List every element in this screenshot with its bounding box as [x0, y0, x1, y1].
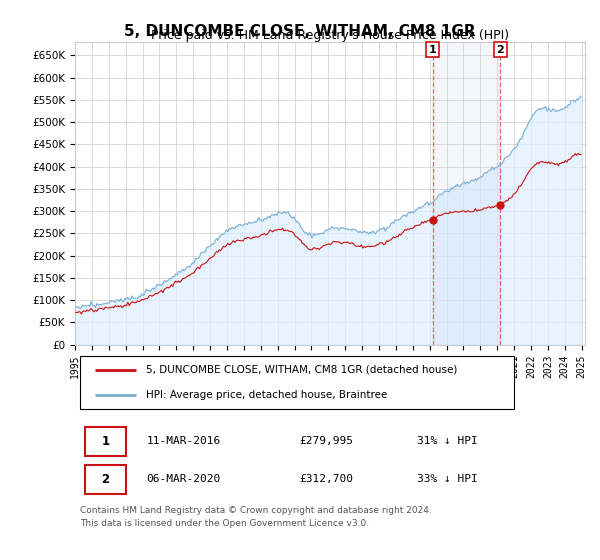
Text: HPI: Average price, detached house, Braintree: HPI: Average price, detached house, Brai…: [146, 390, 388, 400]
Text: 2: 2: [496, 45, 504, 54]
FancyBboxPatch shape: [85, 427, 126, 456]
Title: Price paid vs. HM Land Registry's House Price Index (HPI): Price paid vs. HM Land Registry's House …: [151, 29, 509, 42]
Text: 06-MAR-2020: 06-MAR-2020: [146, 474, 221, 484]
Text: 11-MAR-2016: 11-MAR-2016: [146, 436, 221, 446]
Text: 2: 2: [101, 473, 110, 486]
Text: 1: 1: [429, 45, 437, 54]
Text: 5, DUNCOMBE CLOSE, WITHAM, CM8 1GR (detached house): 5, DUNCOMBE CLOSE, WITHAM, CM8 1GR (deta…: [146, 365, 458, 375]
Bar: [433, 42, 500, 344]
Text: 5, DUNCOMBE CLOSE, WITHAM, CM8 1GR: 5, DUNCOMBE CLOSE, WITHAM, CM8 1GR: [124, 24, 476, 39]
Text: Contains HM Land Registry data © Crown copyright and database right 2024.
This d: Contains HM Land Registry data © Crown c…: [80, 506, 432, 528]
FancyBboxPatch shape: [80, 356, 514, 409]
Text: £312,700: £312,700: [299, 474, 353, 484]
Text: 1: 1: [101, 435, 110, 448]
FancyBboxPatch shape: [85, 465, 126, 494]
Text: 33% ↓ HPI: 33% ↓ HPI: [417, 474, 478, 484]
Text: £279,995: £279,995: [299, 436, 353, 446]
Text: 31% ↓ HPI: 31% ↓ HPI: [417, 436, 478, 446]
